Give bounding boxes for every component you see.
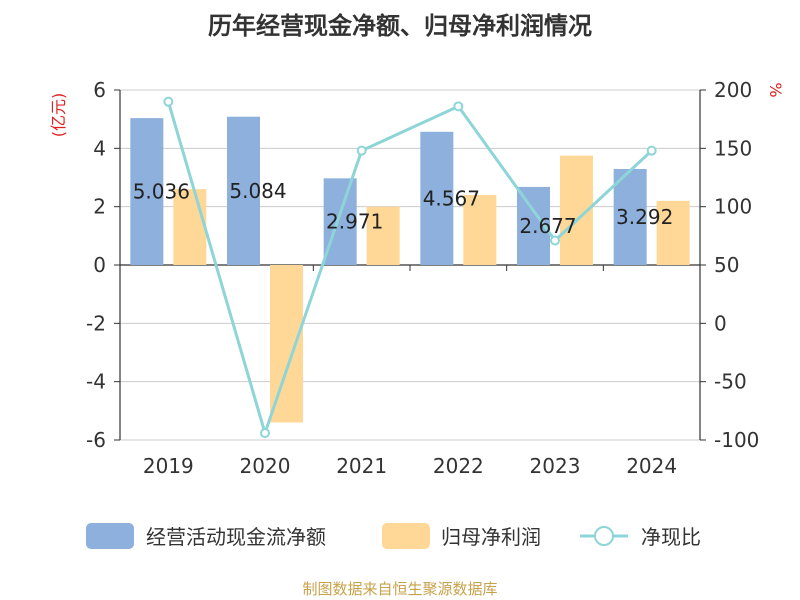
right-axis-tick-label: 50: [714, 253, 739, 277]
legend-label-cash-flow: 经营活动现金流净额: [146, 525, 326, 549]
left-axis-tick-label: -6: [86, 428, 106, 452]
x-axis-tick-label: 2024: [626, 454, 677, 478]
legend-swatch-marker: [594, 526, 614, 546]
legend-swatch-net-profit: [382, 523, 430, 549]
chart-title: 历年经营现金净额、归母净利润情况: [208, 12, 592, 40]
left-axis-tick-label: 4: [93, 136, 106, 160]
line-point-net-cash-ratio: [260, 428, 270, 438]
line-point-net-cash-ratio: [163, 96, 174, 107]
right-axis-tick-label: -50: [714, 370, 747, 394]
line-point-net-cash-ratio: [550, 235, 560, 246]
bar-cash-flow: [323, 178, 357, 265]
bar-net-profit: [270, 265, 303, 423]
left-axis-tick-label: -2: [86, 311, 106, 335]
x-axis-tick-label: 2019: [143, 454, 194, 478]
left-axis-tick-label: 0: [93, 253, 106, 277]
bar-net-profit: [366, 206, 400, 265]
right-axis-unit: %: [766, 82, 785, 97]
legend-label-net-cash-ratio: 净现比: [641, 525, 701, 549]
bar-net-profit: [173, 189, 207, 265]
data-label-cash-flow: 4.567: [423, 186, 480, 210]
legend-swatch-cash-flow: [86, 523, 134, 549]
bar-net-profit: [463, 195, 497, 265]
right-axis-tick-label: 0: [714, 311, 727, 335]
right-axis-tick-label: 100: [714, 195, 752, 219]
x-axis-tick-label: 2020: [240, 454, 291, 478]
data-label-cash-flow: 2.677: [519, 214, 576, 238]
right-axis-tick-label: -100: [714, 428, 759, 452]
right-axis-tick-label: 150: [714, 136, 752, 160]
legend-label-net-profit: 归母净利润: [441, 525, 541, 549]
x-axis-tick-label: 2023: [530, 454, 581, 478]
bar-cash-flow: [420, 131, 454, 265]
data-label-cash-flow: 3.292: [616, 205, 673, 229]
bar-net-profit: [656, 200, 690, 265]
left-axis-unit: (亿元): [49, 93, 68, 138]
bar-cash-flow: [227, 116, 260, 265]
x-axis-tick-label: 2021: [336, 454, 387, 478]
bar-cash-flow: [130, 118, 164, 265]
data-source-note: 制图数据来自恒生聚源数据库: [302, 580, 498, 598]
data-label-cash-flow: 5.084: [229, 179, 286, 203]
x-axis-tick-label: 2022: [433, 454, 484, 478]
left-axis-tick-label: 2: [93, 195, 106, 219]
line-net-cash-ratio: [166, 101, 653, 435]
data-label-cash-flow: 5.036: [133, 180, 190, 204]
data-label-cash-flow: 2.971: [326, 210, 383, 234]
bar-cash-flow: [613, 168, 647, 265]
left-axis-tick-label: -4: [86, 370, 106, 394]
line-point-net-cash-ratio: [453, 101, 464, 112]
right-axis-tick-label: 200: [714, 78, 752, 102]
line-point-net-cash-ratio: [356, 145, 367, 156]
line-point-net-cash-ratio: [646, 145, 657, 156]
left-axis-tick-label: 6: [93, 78, 106, 102]
